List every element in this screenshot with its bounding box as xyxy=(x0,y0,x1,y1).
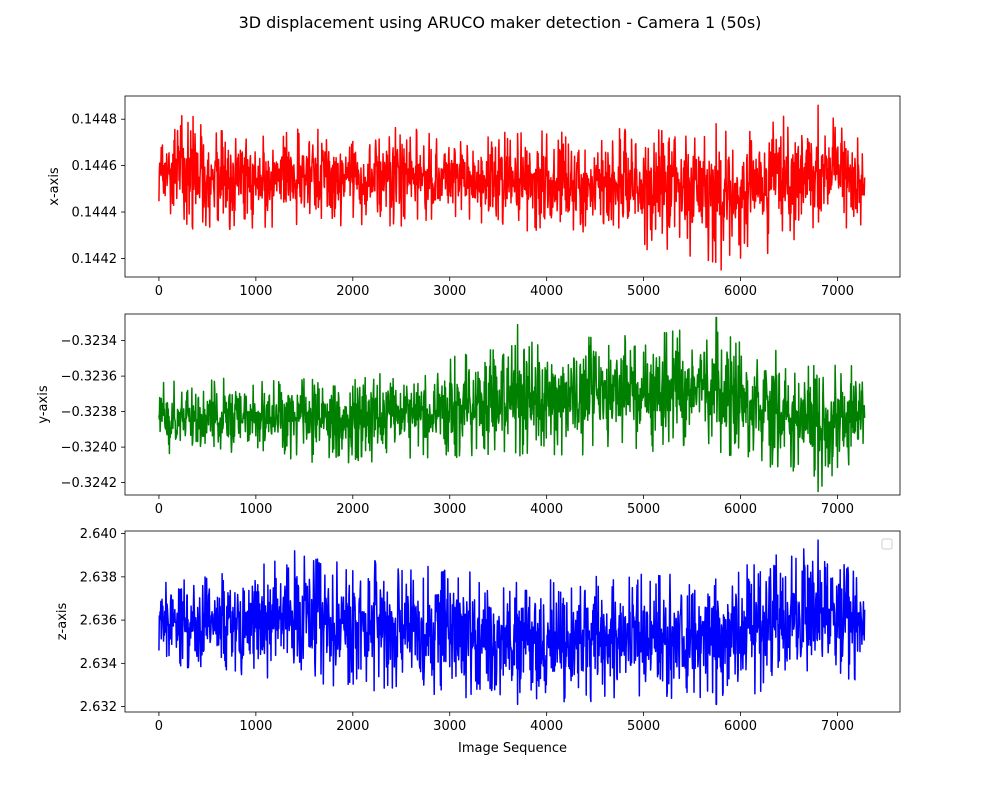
axes-frame xyxy=(124,313,901,496)
x-tick-label: 3000 xyxy=(433,502,466,517)
x-tick-label: 1000 xyxy=(239,719,272,734)
y-axis-label: z-axis xyxy=(55,602,70,640)
x-axis-label: Image Sequence xyxy=(458,741,567,756)
legend-box xyxy=(881,538,893,550)
x-tick-label: 1000 xyxy=(239,284,272,299)
x-tick-label: 5000 xyxy=(627,719,660,734)
x-tick-label: 5000 xyxy=(627,502,660,517)
panel-y-axis: 0 1000 2000 3000 4000 5000 6000 7000 −0.3242 −0.3… xyxy=(36,313,901,517)
y-tick-label: −0.3242 xyxy=(61,476,117,491)
series-line-x-axis xyxy=(158,104,866,271)
y-tick-label: 2.634 xyxy=(80,657,117,672)
figure-title: 3D displacement using ARUCO maker detect… xyxy=(239,13,762,32)
axes-frame xyxy=(124,95,901,278)
y-tick-label: −0.3240 xyxy=(61,441,117,456)
y-tick-label: 0.1448 xyxy=(72,113,118,128)
y-tick-label: 2.638 xyxy=(80,570,117,585)
series-line-y-axis xyxy=(158,316,866,493)
y-tick-label: 0.1444 xyxy=(72,206,118,221)
panel-x-axis: 0 1000 2000 3000 4000 5000 6000 7000 0.1442 0.144… xyxy=(47,95,901,299)
x-tick-label: 7000 xyxy=(821,284,854,299)
y-axis-label: x-axis xyxy=(47,167,62,206)
x-tick-label: 2000 xyxy=(336,284,369,299)
y-tick-label: 0.1446 xyxy=(72,159,118,174)
x-tick-label: 1000 xyxy=(239,502,272,517)
y-tick-label: −0.3236 xyxy=(61,370,117,385)
x-tick-label: 2000 xyxy=(336,719,369,734)
x-tick-label: 6000 xyxy=(724,719,757,734)
x-tick-label: 6000 xyxy=(724,284,757,299)
x-tick-label: 6000 xyxy=(724,502,757,517)
y-tick-label: 0.1442 xyxy=(72,252,118,267)
series-line-z-axis xyxy=(158,539,866,706)
x-tick-label: 7000 xyxy=(821,502,854,517)
x-tick-label: 5000 xyxy=(627,284,660,299)
x-tick-label: 4000 xyxy=(530,284,563,299)
y-tick-label: 2.632 xyxy=(80,700,117,715)
y-tick-label: 2.640 xyxy=(80,527,117,542)
x-tick-label: 4000 xyxy=(530,719,563,734)
x-tick-label: 0 xyxy=(155,719,163,734)
panel-z-axis: 0 1000 2000 3000 4000 5000 6000 7000 2.632 2.634 2… xyxy=(55,527,901,756)
x-tick-label: 2000 xyxy=(336,502,369,517)
y-tick-label: 2.636 xyxy=(80,614,117,629)
axes-frame xyxy=(124,530,901,713)
y-axis-label: y-axis xyxy=(36,385,51,423)
y-tick-label: −0.3234 xyxy=(61,334,117,349)
x-tick-label: 0 xyxy=(155,502,163,517)
x-tick-label: 3000 xyxy=(433,719,466,734)
y-tick-label: −0.3238 xyxy=(61,405,117,420)
x-tick-label: 3000 xyxy=(433,284,466,299)
x-tick-label: 7000 xyxy=(821,719,854,734)
x-tick-label: 4000 xyxy=(530,502,563,517)
x-tick-label: 0 xyxy=(155,284,163,299)
